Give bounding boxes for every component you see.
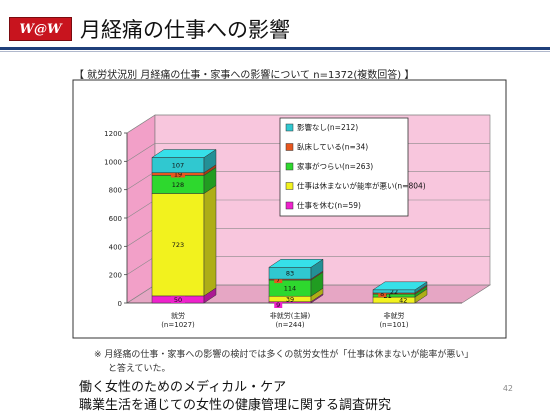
chart-note-line: と答えていた。 bbox=[108, 364, 171, 374]
chart-note-line: ※ 月経痛の仕事・家事への影響の検討では多くの就労女性が「仕事は休まないが能率が… bbox=[94, 350, 474, 360]
legend-label: 仕事を休む(n=59) bbox=[297, 200, 361, 210]
data-label: 39 bbox=[286, 295, 294, 303]
chart-note: ※ 月経痛の仕事・家事への影響の検討では多くの就労女性が「仕事は休まないが能率が… bbox=[94, 348, 514, 376]
footer-line-1: 働く女性のためのメディカル・ケア bbox=[79, 380, 287, 395]
data-label: 128 bbox=[172, 181, 184, 189]
legend-swatch bbox=[285, 143, 294, 151]
y-tick-label: 400 bbox=[109, 243, 122, 251]
data-label: 9 bbox=[276, 301, 280, 309]
y-tick-label: 0 bbox=[118, 300, 122, 308]
data-label: 42 bbox=[399, 297, 407, 305]
bar-top-cap bbox=[372, 281, 428, 291]
y-tick-label: 200 bbox=[109, 272, 122, 280]
header-divider-thin bbox=[0, 51, 550, 52]
data-label-bg bbox=[171, 294, 185, 303]
legend-swatch bbox=[285, 162, 294, 171]
data-label: 8 bbox=[380, 290, 384, 298]
y-tick-label: 1000 bbox=[104, 158, 122, 166]
legend-swatch bbox=[285, 201, 294, 210]
legend-label: 影響なし(n=212) bbox=[297, 122, 358, 132]
data-label: 723 bbox=[172, 241, 184, 249]
legend-swatch bbox=[285, 123, 294, 132]
bar-top-cap bbox=[268, 259, 324, 268]
gridline bbox=[126, 114, 490, 134]
legend-label: 臥床している(n=34) bbox=[297, 142, 368, 152]
brand-logo: W@W bbox=[9, 17, 72, 41]
legend-swatch bbox=[285, 182, 294, 190]
data-label-bg bbox=[171, 169, 185, 178]
x-tick-label: 非就労 bbox=[384, 311, 405, 320]
y-tick-label: 1200 bbox=[104, 130, 122, 138]
legend-label: 家事がつらい(n=263) bbox=[297, 161, 373, 171]
page-title: 月経痛の仕事への影響 bbox=[80, 18, 290, 42]
legend-label: 仕事は休まないが能率が悪い(n=804) bbox=[297, 181, 426, 191]
data-label-bg bbox=[274, 300, 283, 308]
data-label: 19 bbox=[174, 171, 182, 179]
page-number: 42 bbox=[502, 384, 513, 393]
data-label: 83 bbox=[286, 270, 294, 278]
data-label: 114 bbox=[284, 285, 296, 293]
x-tick-label: 非就労(主婦) bbox=[270, 311, 311, 320]
header-divider bbox=[0, 47, 550, 50]
y-tick-label: 600 bbox=[109, 215, 122, 223]
chart-title: 【 就労状況別 月経痛の仕事・家事への影響について n=1372(複数回答) 】 bbox=[74, 70, 415, 81]
data-label: 21 bbox=[384, 292, 392, 300]
data-label: 22 bbox=[390, 288, 398, 296]
footer-line-2: 職業生活を通じての女性の健康管理に関する調査研究 bbox=[79, 398, 392, 413]
x-tick-label: 就労 bbox=[171, 311, 185, 320]
x-tick-label-n: (n=101) bbox=[379, 321, 408, 329]
data-label: 50 bbox=[174, 296, 182, 304]
x-tick-label-n: (n=244) bbox=[275, 321, 304, 329]
y-tick-label: 800 bbox=[109, 187, 122, 195]
data-label: 7 bbox=[276, 276, 280, 284]
data-label: 107 bbox=[172, 162, 184, 170]
bar-top-cap bbox=[151, 149, 217, 158]
bar-segment-side bbox=[203, 185, 217, 297]
legend-box bbox=[279, 117, 409, 217]
x-tick-label-n: (n=1027) bbox=[161, 321, 195, 329]
